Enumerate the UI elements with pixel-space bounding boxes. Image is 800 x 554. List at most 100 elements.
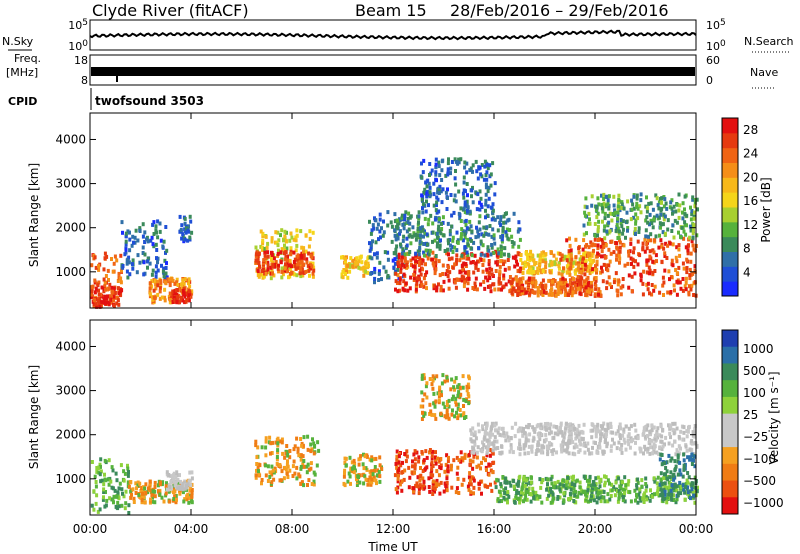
- velocity-cell: [528, 481, 532, 486]
- power-cell: [437, 160, 441, 165]
- velocity-cell: [605, 429, 609, 434]
- velocity-cell: [425, 455, 429, 460]
- velocity-cell: [378, 479, 382, 484]
- power-cell: [435, 285, 439, 290]
- velocity-cell: [544, 437, 548, 442]
- power-cell: [565, 255, 569, 260]
- power-cell: [146, 265, 149, 270]
- power-cell: [487, 196, 491, 201]
- velocity-cell: [493, 423, 497, 428]
- velocity-cell: [484, 484, 488, 489]
- power-cell: [479, 282, 483, 287]
- velocity-cell: [652, 425, 656, 430]
- power-cell: [632, 194, 636, 199]
- power-cell: [476, 176, 480, 181]
- power-cell: [429, 192, 433, 197]
- power-cell: [136, 238, 140, 243]
- power-cell: [559, 281, 563, 286]
- velocity-cell: [634, 428, 638, 433]
- power-cell: [103, 280, 107, 285]
- velocity-cell: [588, 474, 592, 479]
- velocity-cell: [405, 454, 409, 459]
- velocity-cell: [536, 441, 540, 446]
- velocity-cell: [343, 471, 346, 475]
- power-cell: [493, 287, 497, 292]
- power-cell: [466, 281, 470, 286]
- velocity-cell: [564, 421, 568, 426]
- power-cell: [497, 276, 501, 281]
- power-colorbar-swatch: [722, 132, 738, 149]
- power-cell: [608, 282, 612, 287]
- power-cell: [401, 238, 405, 243]
- velocity-cell: [418, 483, 422, 488]
- power-cell: [503, 246, 507, 251]
- power-cell: [489, 289, 493, 294]
- power-cell: [181, 232, 185, 237]
- power-cell: [130, 243, 134, 248]
- power-cell: [586, 264, 590, 269]
- velocity-cell: [675, 426, 679, 431]
- power-cell: [256, 269, 260, 274]
- power-cell: [480, 205, 484, 209]
- power-cell: [295, 262, 299, 267]
- power-cell: [665, 206, 669, 211]
- power-cell: [153, 278, 157, 283]
- power-cell: [630, 198, 634, 203]
- power-cell: [295, 243, 299, 248]
- velocity-cell: [540, 500, 544, 505]
- velocity-cell: [138, 481, 142, 486]
- velocity-cell: [672, 477, 676, 482]
- velocity-cell: [305, 464, 309, 469]
- power-cell: [617, 235, 621, 240]
- velocity-cell: [174, 500, 178, 505]
- velocity-cell: [153, 500, 157, 505]
- power-cell: [458, 270, 462, 275]
- power-cell: [295, 254, 299, 259]
- velocity-cell: [464, 399, 468, 403]
- power-cell: [671, 263, 675, 268]
- velocity-cell: [127, 484, 131, 489]
- power-cell: [596, 238, 600, 242]
- power-cell: [181, 289, 185, 293]
- velocity-cell: [650, 423, 654, 428]
- power-cell: [618, 260, 621, 265]
- velocity-cell: [190, 488, 194, 492]
- power-cell: [308, 273, 311, 278]
- velocity-cell: [396, 485, 400, 490]
- power-cell: [583, 204, 587, 209]
- velocity-cell: [693, 434, 697, 439]
- velocity-cell: [417, 486, 421, 491]
- power-cell: [472, 240, 476, 245]
- power-cell: [453, 280, 457, 285]
- velocity-cell: [505, 480, 508, 485]
- velocity-cell: [589, 497, 593, 502]
- velocity-cell: [584, 444, 588, 448]
- power-cell: [441, 220, 445, 225]
- velocity-cell: [428, 450, 431, 455]
- power-cell: [277, 238, 281, 243]
- velocity-cell: [594, 427, 598, 432]
- power-cell: [300, 254, 304, 259]
- power-cell: [311, 230, 315, 235]
- velocity-cell: [685, 429, 689, 434]
- velocity-cell: [466, 392, 470, 396]
- power-cell: [103, 284, 107, 289]
- power-cell: [583, 272, 587, 277]
- velocity-cell: [554, 425, 558, 429]
- velocity-cell: [434, 461, 438, 466]
- power-cell: [378, 217, 382, 222]
- velocity-cell: [293, 471, 297, 476]
- velocity-cell: [562, 439, 565, 444]
- velocity-cell: [503, 476, 507, 481]
- velocity-cell: [564, 441, 568, 446]
- velocity-cell: [626, 434, 630, 439]
- velocity-cell: [549, 477, 553, 482]
- power-cell: [534, 280, 538, 285]
- velocity-cell: [686, 455, 690, 460]
- velocity-cell: [431, 473, 435, 478]
- velocity-cell: [465, 388, 469, 393]
- power-cell: [565, 258, 569, 263]
- velocity-cell: [430, 456, 434, 461]
- velocity-cell: [609, 494, 613, 498]
- power-cell: [112, 303, 116, 308]
